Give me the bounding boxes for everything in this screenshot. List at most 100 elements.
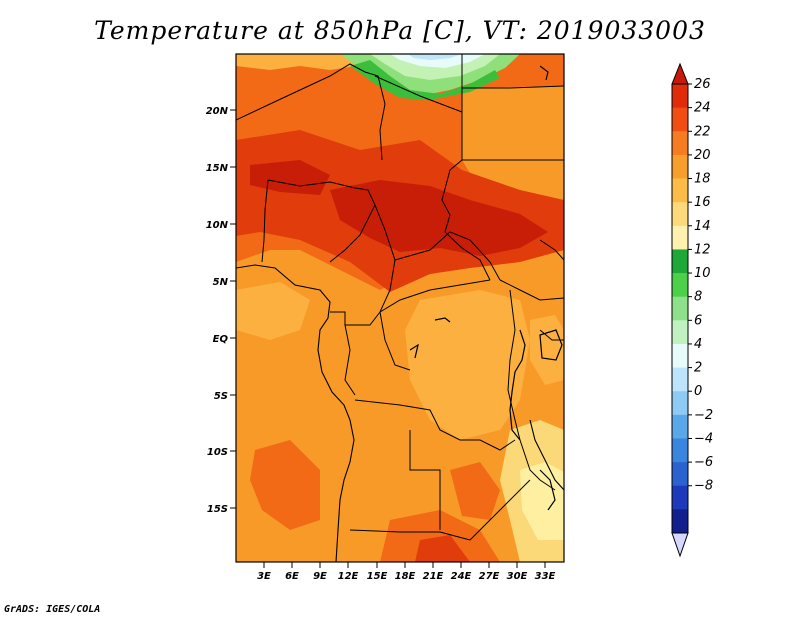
colorbar-segment xyxy=(672,438,688,463)
field-east-14-16 xyxy=(520,462,564,540)
border-angola-namibia xyxy=(349,529,471,541)
lon-label-6e: 6E xyxy=(285,571,299,582)
lon-label-33e: 33E xyxy=(535,571,556,582)
colorbar-label: 20 xyxy=(694,148,711,163)
colorbar-label: 2 xyxy=(694,361,702,376)
field-lakes-18-20 xyxy=(530,315,564,385)
lon-label-30e: 30E xyxy=(507,571,528,582)
colorbar-label: 4 xyxy=(694,337,702,352)
border-nigeria-north xyxy=(267,179,376,263)
temperature-field xyxy=(236,54,564,562)
colorbar-segment xyxy=(672,485,688,510)
coastline-west-africa xyxy=(236,264,355,562)
field-congo-18-20 xyxy=(405,290,530,440)
border-drc-angola xyxy=(354,399,516,451)
colorbar-segment xyxy=(672,249,688,274)
colorbar-label: 10 xyxy=(694,266,711,281)
lake-malawi xyxy=(539,469,556,511)
field-south-24-26 xyxy=(415,535,470,562)
coastline-nile-delta xyxy=(539,65,549,81)
lon-label-12e: 12E xyxy=(338,571,359,582)
lat-label-15n: 15N xyxy=(206,163,229,174)
colorbar-label: 26 xyxy=(694,77,711,92)
lon-label-24e: 24E xyxy=(451,571,472,582)
map-title: Temperature at 850hPa [C], VT: 201903300… xyxy=(94,16,706,45)
colorbar-label: −2 xyxy=(694,408,713,423)
field-gabon-18-20 xyxy=(236,282,310,340)
colorbar-segments xyxy=(671,83,689,534)
lon-label-9e: 9E xyxy=(313,571,327,582)
lat-label-5s: 5S xyxy=(214,391,228,402)
longitude-axis: 3E 6E 9E 12E 15E 18E 21E 24E 27E 30E 33E xyxy=(257,562,556,582)
border-zambia-zimbabwe xyxy=(469,479,531,541)
field-core-26-plus xyxy=(330,180,548,256)
field-zambia-22-24 xyxy=(450,462,500,520)
lake-tanganyika xyxy=(509,329,526,441)
colorbar-segment xyxy=(672,84,688,109)
colorbar-over-arrow xyxy=(671,62,689,85)
grads-credit: GrADS: IGES/COLA xyxy=(4,604,101,615)
lat-label-15s: 15S xyxy=(207,504,228,515)
border-angola-zambia xyxy=(409,430,441,530)
colorbar-label: 12 xyxy=(694,242,711,257)
colorbar-segment xyxy=(672,414,688,439)
coastline-lake xyxy=(529,419,564,491)
colorbar-segment xyxy=(672,154,688,180)
border-nigeria-benin xyxy=(261,179,269,263)
field-angola-22-24 xyxy=(250,440,320,530)
colorbar-segment xyxy=(672,367,688,392)
border-malawi xyxy=(519,439,556,491)
border-drc-east xyxy=(507,289,521,441)
colorbar-label: 22 xyxy=(694,124,711,139)
colorbar-under-arrow xyxy=(671,532,689,558)
colorbar-label: 14 xyxy=(694,219,711,234)
lat-label-20n: 20N xyxy=(206,106,229,117)
border-car-south xyxy=(379,279,491,313)
colorbar-label: −4 xyxy=(694,431,713,446)
lat-label-eq: EQ xyxy=(213,334,229,345)
colorbar-label: 0 xyxy=(694,384,702,399)
colorbar-segment xyxy=(672,320,688,345)
colorbar-segment xyxy=(672,225,688,250)
river-segment-2 xyxy=(409,343,419,359)
lake-victoria xyxy=(539,329,563,361)
field-south-22-24 xyxy=(380,510,500,562)
colorbar-segment xyxy=(672,202,688,227)
border-niger xyxy=(236,63,386,161)
lat-label-10n: 10N xyxy=(206,220,229,231)
border-chad-libya xyxy=(374,75,463,113)
field-core-west xyxy=(250,160,330,195)
latitude-axis: 20N 15N 10N 5N EQ 5S 10S 15S xyxy=(206,106,236,515)
lat-label-10s: 10S xyxy=(207,447,228,458)
lakes xyxy=(409,317,563,511)
colorbar-segment xyxy=(672,178,688,203)
lon-label-27e: 27E xyxy=(479,571,500,582)
field-north-18-20 xyxy=(236,54,380,70)
map-frame xyxy=(235,53,565,563)
river-segment-1 xyxy=(434,317,451,323)
colorbar-label: 18 xyxy=(694,172,711,187)
colorbar-label: −8 xyxy=(694,479,713,494)
lon-label-21e: 21E xyxy=(423,571,444,582)
colorbar-segment xyxy=(672,131,688,156)
field-north-4-6 xyxy=(408,54,462,60)
colorbar-label: 6 xyxy=(694,313,702,328)
colorbar-label: 24 xyxy=(694,101,711,116)
colorbar-segment xyxy=(672,343,688,369)
border-egypt-sudan xyxy=(462,85,564,89)
colorbar-segment xyxy=(672,509,688,534)
colorbar-segment xyxy=(672,462,688,487)
country-boundaries xyxy=(236,54,564,541)
border-ethiopia xyxy=(539,239,564,261)
border-sudan-chad xyxy=(441,54,491,281)
colorbar-segment xyxy=(672,107,688,132)
border-southsudan-uganda xyxy=(499,279,564,301)
colorbar-label: 8 xyxy=(694,290,702,305)
colorbar-segment xyxy=(672,391,688,416)
lon-label-18e: 18E xyxy=(395,571,416,582)
colorbar-label: −6 xyxy=(694,455,713,470)
lon-label-15e: 15E xyxy=(367,571,388,582)
